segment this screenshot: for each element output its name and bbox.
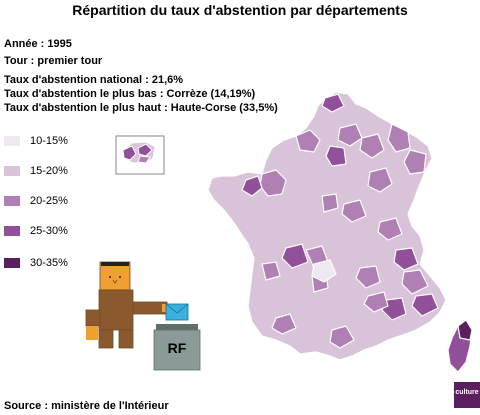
legend-swatch-30-35	[4, 258, 20, 268]
legend-swatch-10-15	[4, 136, 20, 146]
round-label: Tour : premier tour	[4, 55, 103, 67]
source-label: Source : ministère de l'Intérieur	[4, 400, 169, 412]
highest-rate: Taux d'abstention le plus haut : Haute-C…	[4, 102, 278, 114]
legend-swatch-20-25	[4, 196, 20, 206]
culture-logo: culture	[455, 389, 479, 396]
voter-illustration	[85, 261, 201, 371]
ballot-box-label: RF	[167, 340, 187, 356]
legend-label-15-20: 15-20%	[30, 165, 68, 177]
year-label: Année : 1995	[4, 38, 72, 50]
france-mainland	[207, 91, 447, 361]
legend-swatch-25-30	[4, 226, 20, 236]
lowest-rate: Taux d'abstention le plus bas : Corrèze …	[4, 88, 256, 100]
legend-label-20-25: 20-25%	[30, 195, 68, 207]
national-rate: Taux d'abstention national : 21,6%	[4, 74, 184, 86]
legend-label-10-15: 10-15%	[30, 135, 68, 147]
legend-swatch-15-20	[4, 166, 20, 176]
legend-label-30-35: 30-35%	[30, 257, 68, 269]
legend-label-25-30: 25-30%	[30, 225, 68, 237]
culture-logo-bg	[454, 382, 480, 408]
legend: 10-15% 15-20% 20-25% 25-30% 30-35%	[0, 0, 100, 415]
map-title: Répartition du taux d'abstention par dép…	[72, 2, 408, 18]
paris-inset	[115, 135, 165, 175]
france-map	[207, 91, 473, 373]
